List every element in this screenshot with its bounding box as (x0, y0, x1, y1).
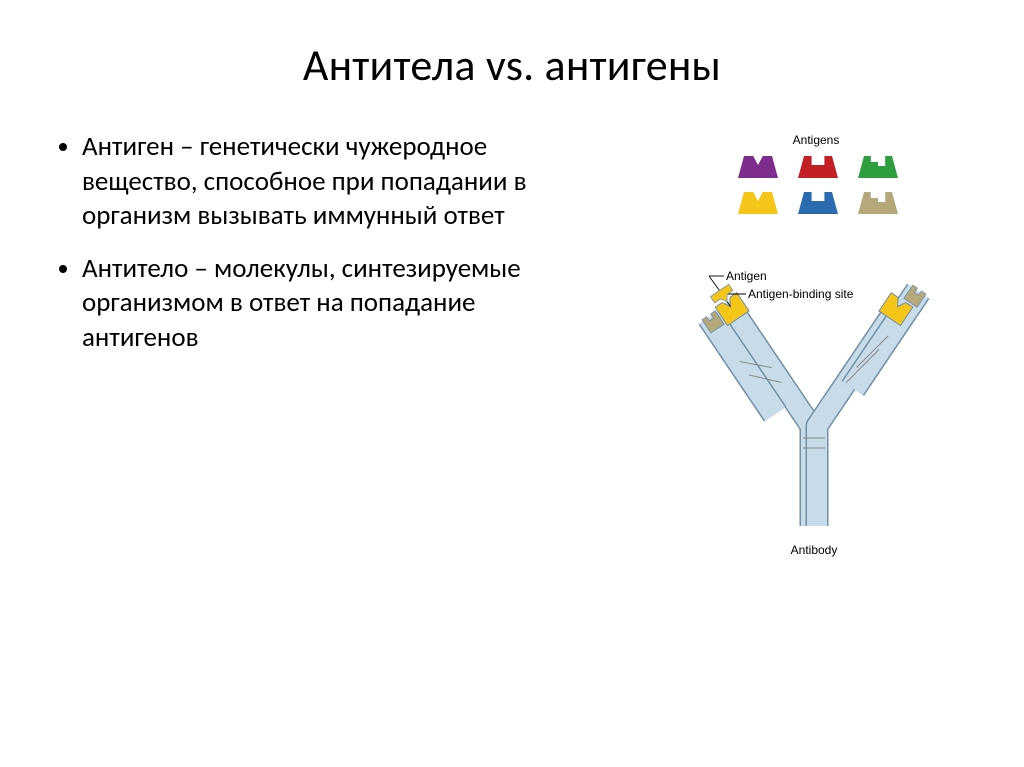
slide: Антитела vs. антигены Антиген – генетиче… (0, 0, 1024, 767)
antigen-shape (738, 192, 778, 214)
antigen-shape (858, 156, 898, 178)
antigen-shape (738, 156, 778, 178)
bullet-item: Антиген – генетически чужеродное веществ… (82, 130, 596, 234)
diagram-svg: Antigens (596, 126, 1016, 606)
antibody-label: Antibody (791, 543, 838, 557)
slide-title: Антитела vs. антигены (48, 38, 976, 92)
bullet-item: Антитело – молекулы, синтезируемые орган… (82, 252, 596, 356)
bullet-list: Антиген – генетически чужеродное веществ… (48, 126, 596, 373)
antigen-shape (798, 156, 838, 178)
antibody-diagram: Antigens (596, 126, 1016, 606)
antigen-shape (798, 192, 838, 214)
antibody-shape (702, 285, 926, 526)
antigens-grid (738, 156, 898, 214)
binding-site-label: Antigen-binding site (748, 287, 854, 301)
slide-body: Антиген – генетически чужеродное веществ… (48, 126, 976, 606)
antigen-label: Antigen (726, 269, 767, 283)
antigens-title-label: Antigens (793, 133, 840, 147)
antigen-shape (858, 192, 898, 214)
